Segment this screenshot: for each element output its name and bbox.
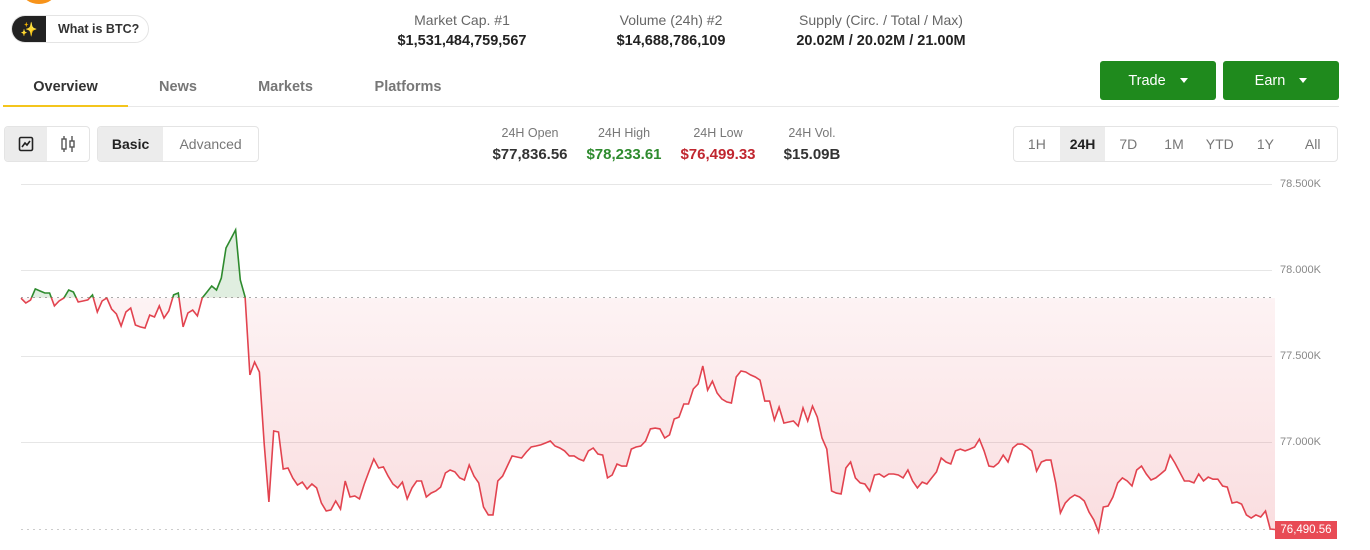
low-value: $76,499.33 [680,146,756,163]
range-7d[interactable]: 7D [1119,136,1138,152]
market-cap-stat: Market Cap. #1 $1,531,484,759,567 [393,12,531,49]
time-range-selector: 1H 24H 7D 1M YTD 1Y All [1013,126,1338,162]
caret-down-icon [1299,78,1308,83]
vol-label: 24H Vol. [788,126,836,140]
low-label: 24H Low [693,126,743,140]
vol-value: $15.09B [783,146,841,163]
range-1m[interactable]: 1M [1164,136,1184,152]
volume-label: Volume (24h) #2 [619,12,723,28]
btc-logo [22,0,56,4]
y-tick-77000: 77.000K [1280,436,1321,448]
y-tick-78000: 78.000K [1280,264,1321,276]
sparkle-icon: ✨ [12,16,46,42]
supply-stat: Supply (Circ. / Total / Max) 20.02M / 20… [784,12,978,49]
open-label: 24H Open [501,126,559,140]
range-ytd[interactable]: YTD [1205,136,1234,152]
supply-label: Supply (Circ. / Total / Max) [799,12,963,28]
range-24h[interactable]: 24H [1059,127,1106,161]
open-stat: 24H Open $77,836.56 [487,126,573,163]
supply-value: 20.02M / 20.02M / 21.00M [796,33,966,49]
range-1y[interactable]: 1Y [1256,136,1275,152]
candlestick-button[interactable] [47,127,89,161]
volume-value: $14,688,786,109 [616,33,726,49]
caret-down-icon [1179,78,1188,83]
y-tick-77500: 77.500K [1280,350,1321,362]
earn-label: Earn [1254,72,1286,89]
range-1h[interactable]: 1H [1027,136,1046,152]
open-value: $77,836.56 [492,146,568,163]
chart-mode-toggle: Basic Advanced [97,126,259,162]
market-cap-value: $1,531,484,759,567 [397,33,527,49]
low-stat: 24H Low $76,499.33 [674,126,762,163]
chart-type-toggle [4,126,90,162]
tab-news[interactable]: News [159,79,197,95]
earn-button[interactable]: Earn [1223,61,1339,100]
last-price-tag: 76,490.56 [1275,521,1337,539]
high-label: 24H High [597,126,651,140]
trade-label: Trade [1128,72,1166,89]
y-tick-78500: 78.500K [1280,178,1321,190]
volume-24h-stat: 24H Vol. $15.09B [775,126,849,163]
high-stat: 24H High $78,233.61 [580,126,668,163]
tab-markets[interactable]: Markets [258,79,313,95]
market-cap-label: Market Cap. #1 [414,12,510,28]
high-value: $78,233.61 [586,146,662,163]
price-line-down [20,297,1276,535]
basic-mode-button[interactable]: Basic [98,127,164,161]
what-is-btc-label: What is BTC? [58,22,140,36]
line-chart-icon [18,136,34,152]
range-all[interactable]: All [1304,136,1321,152]
candlestick-icon [61,136,75,152]
volume-stat: Volume (24h) #2 $14,688,786,109 [609,12,733,49]
tab-overview[interactable]: Overview [3,70,128,107]
tab-platforms[interactable]: Platforms [374,79,442,95]
line-chart-button[interactable] [5,127,47,161]
price-line-up [30,227,246,298]
advanced-mode-button[interactable]: Advanced [179,136,242,152]
what-is-btc-button[interactable]: ✨ What is BTC? [11,15,149,43]
section-tabs: Overview News Markets Platforms [3,70,1339,107]
trade-button[interactable]: Trade [1100,61,1216,100]
